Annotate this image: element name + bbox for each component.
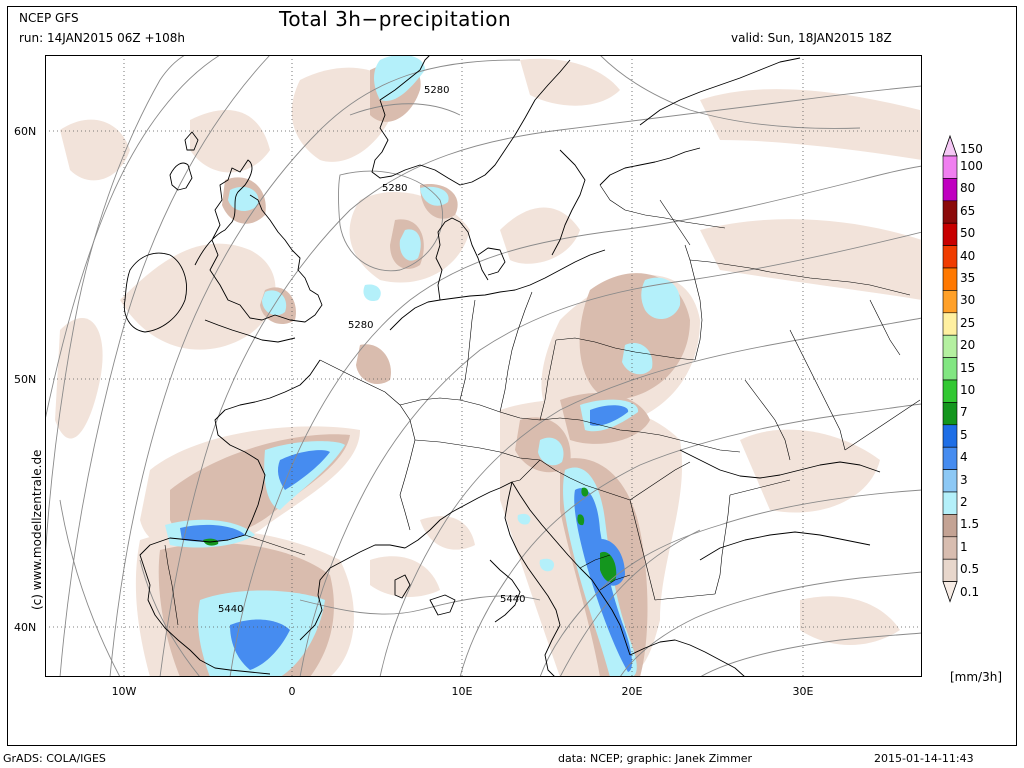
lat-label-60n: 60N (14, 125, 37, 138)
valid-time: valid: Sun, 18JAN2015 18Z (731, 31, 892, 45)
lon-label-10w: 10W (111, 685, 137, 698)
legend-swatch (942, 290, 958, 314)
legend-swatch (942, 200, 958, 224)
plot-frame (7, 6, 1017, 746)
legend-arrow-top (942, 134, 958, 157)
legend-swatch (942, 155, 958, 179)
country-borders (164, 184, 921, 626)
legend-swatch (942, 402, 958, 426)
legend-swatch (942, 491, 958, 515)
legend-level-label: 65 (960, 203, 976, 218)
legend-swatch (942, 245, 958, 269)
legend-arrow-bottom (942, 581, 958, 603)
lon-label-10e: 10E (451, 685, 473, 698)
lon-label-20e: 20E (621, 685, 643, 698)
contour-label: 5280 (348, 320, 373, 331)
legend-level-label: 40 (960, 248, 976, 263)
legend-level-label: 25 (960, 315, 976, 330)
geopotential-contours (45, 55, 922, 677)
legend-swatch (942, 357, 958, 381)
legend-swatch (942, 334, 958, 358)
precip-green (203, 487, 617, 583)
contour-label: 5280 (382, 183, 407, 194)
legend-level-label: 150 (960, 142, 983, 156)
precipitation-map: 5280 5280 5280 5440 5440 (45, 55, 922, 677)
legend-level-label: 1 (960, 539, 968, 554)
contour-label: 5280 (424, 85, 449, 96)
lat-label-40n: 40N (14, 621, 37, 634)
legend-unit: [mm/3h] (950, 670, 1003, 684)
map-border (45, 55, 922, 677)
legend-swatch (942, 424, 958, 448)
legend-level-label: 80 (960, 181, 976, 196)
legend-swatch (942, 312, 958, 336)
legend-swatch (942, 178, 958, 202)
lon-label-0: 0 (288, 685, 296, 698)
legend-level-label: 0.5 (960, 562, 980, 577)
legend-swatch (942, 469, 958, 493)
legend-level-label: 2 (960, 495, 968, 509)
contour-label: 5440 (218, 604, 243, 615)
lat-label-50n: 50N (14, 373, 37, 386)
coastlines (123, 55, 881, 677)
legend-level-label: 100 (960, 159, 983, 173)
software-credit: GrADS: COLA/IGES (3, 752, 106, 765)
legend-level-label: 30 (960, 293, 976, 308)
legend-swatch (942, 514, 958, 538)
map-title: Total 3h−precipitation (279, 7, 512, 31)
contour-label: 5440 (500, 594, 525, 605)
legend-swatch (942, 446, 958, 470)
legend-swatch (942, 558, 958, 582)
color-legend (942, 134, 958, 603)
lon-label-30e: 30E (792, 685, 814, 698)
legend-level-label: 5 (960, 427, 968, 442)
legend-level-label: 35 (960, 271, 976, 285)
timestamp: 2015-01-14-11:43 (874, 752, 974, 765)
model-name: NCEP GFS (19, 11, 79, 25)
data-credit: data: NCEP; graphic: Janek Zimmer (558, 752, 753, 765)
legend-level-label: 1.5 (960, 517, 980, 532)
legend-level-label: 3 (960, 472, 968, 487)
legend-level-label: 15 (960, 360, 976, 375)
legend-level-label: 4 (960, 450, 968, 465)
legend-swatch (942, 267, 958, 291)
run-info: run: 14JAN2015 06Z +108h (19, 31, 186, 45)
legend-swatch (942, 222, 958, 246)
legend-level-label: 7 (960, 405, 968, 420)
watermark: (c) www.modellzentrale.de (30, 449, 44, 610)
legend-level-label: 50 (960, 226, 976, 241)
legend-level-label: 0.1 (960, 584, 980, 599)
legend-swatch (942, 379, 958, 403)
legend-level-label: 10 (960, 383, 976, 397)
legend-swatch (942, 536, 958, 560)
legend-level-label: 20 (960, 338, 976, 353)
